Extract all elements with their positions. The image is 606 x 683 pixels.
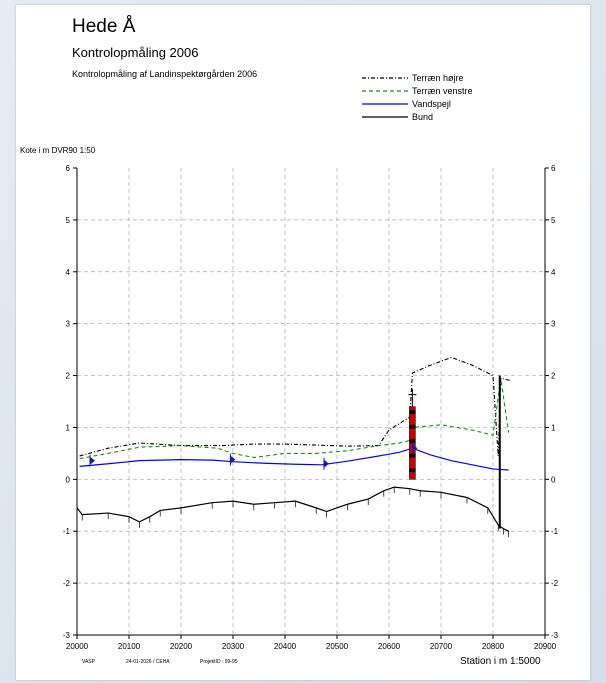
- series-layer: [76, 356, 512, 538]
- y-tick-label-right: -1: [551, 527, 559, 536]
- profile-chart: Hede Å Kontrolopmåling 2006 Kontrolopmål…: [20, 16, 559, 667]
- y-tick-label-right: 5: [551, 216, 556, 225]
- x-tick-label: 20400: [274, 642, 297, 651]
- bridge-stripe: [409, 410, 416, 414]
- x-tick-label: 20300: [222, 642, 245, 651]
- y-tick-label-right: 6: [551, 164, 556, 173]
- chart-title: Hede Å: [72, 16, 136, 37]
- x-tick-label: 20100: [118, 642, 141, 651]
- x-tick-label: 20900: [534, 642, 557, 651]
- y-tick-label-right: 1: [551, 423, 556, 432]
- water-level-marker: [324, 459, 329, 468]
- grid: [77, 168, 545, 635]
- series-line-vandspejl: [79, 447, 509, 471]
- x-tick-label: 20700: [430, 642, 453, 651]
- y-tick-label-right: 3: [551, 320, 556, 329]
- y-tick-label-left: 0: [66, 475, 71, 484]
- y-tick-label-left: 5: [66, 216, 71, 225]
- y-tick-label-right: -3: [551, 631, 559, 640]
- y-tick-label-left: -2: [63, 579, 71, 588]
- x-tick-label: 20200: [170, 642, 193, 651]
- chart-caption: Kontrolopmåling af Landinspektørgården 2…: [72, 69, 257, 79]
- y-tick-label-left: -3: [63, 631, 71, 640]
- y-tick-label-left: 4: [66, 268, 71, 277]
- legend-label: Vandspejl: [412, 99, 451, 109]
- y-tick-label-left: 1: [66, 423, 71, 432]
- footer-left: VASP: [82, 659, 96, 665]
- bridge-stripe: [409, 468, 416, 473]
- legend-label: Terræn venstre: [412, 86, 473, 96]
- x-axis-label: Station i m 1:5000: [460, 656, 541, 667]
- water-level-marker: [90, 456, 95, 465]
- legend: Terræn højre Terræn venstre Vandspejl Bund: [362, 73, 473, 122]
- y-tick-label-right: 4: [551, 268, 556, 277]
- structures-layer: [89, 375, 501, 529]
- y-tick-label-left: 6: [66, 164, 71, 173]
- series-line-terræn-højre: [79, 356, 512, 457]
- y-tick-label-right: 0: [551, 475, 556, 484]
- series-line-bund: [76, 486, 509, 532]
- y-tick-label-right: 2: [551, 372, 556, 381]
- axes: -3 -3 -2 -2 -1 -1 0 0 1 1 2 2 3 3 4 4 5 5 6 6 20000 20100 2020…: [63, 164, 559, 651]
- bridge-stripe: [409, 453, 416, 458]
- water-level-marker: [230, 455, 236, 464]
- x-tick-label: 20500: [326, 642, 349, 651]
- water-level-marker: [412, 444, 418, 453]
- legend-label: Terræn højre: [412, 73, 464, 83]
- bridge-stripe: [409, 424, 416, 429]
- y-tick-label-left: 3: [66, 320, 71, 329]
- x-tick-label: 20600: [378, 642, 401, 651]
- legend-label: Bund: [412, 112, 433, 122]
- chart-subtitle: Kontrolopmåling 2006: [72, 45, 198, 60]
- footer-date: 24-01-2026 / CEHA: [126, 659, 170, 665]
- y-tick-label-right: -2: [551, 579, 559, 588]
- drawing-sheet: Hede Å Kontrolopmåling 2006 Kontrolopmål…: [16, 5, 590, 680]
- x-tick-label: 20800: [482, 642, 505, 651]
- series-line-terræn-venstre: [79, 378, 510, 460]
- footer-project: ProjektID : 99-95: [200, 659, 238, 665]
- y-axis-label: Kote i m DVR90 1:50: [20, 146, 96, 155]
- y-tick-label-left: -1: [63, 527, 71, 536]
- bridge-stripe: [409, 439, 416, 444]
- y-tick-label-left: 2: [66, 372, 71, 381]
- x-tick-label: 20000: [66, 642, 89, 651]
